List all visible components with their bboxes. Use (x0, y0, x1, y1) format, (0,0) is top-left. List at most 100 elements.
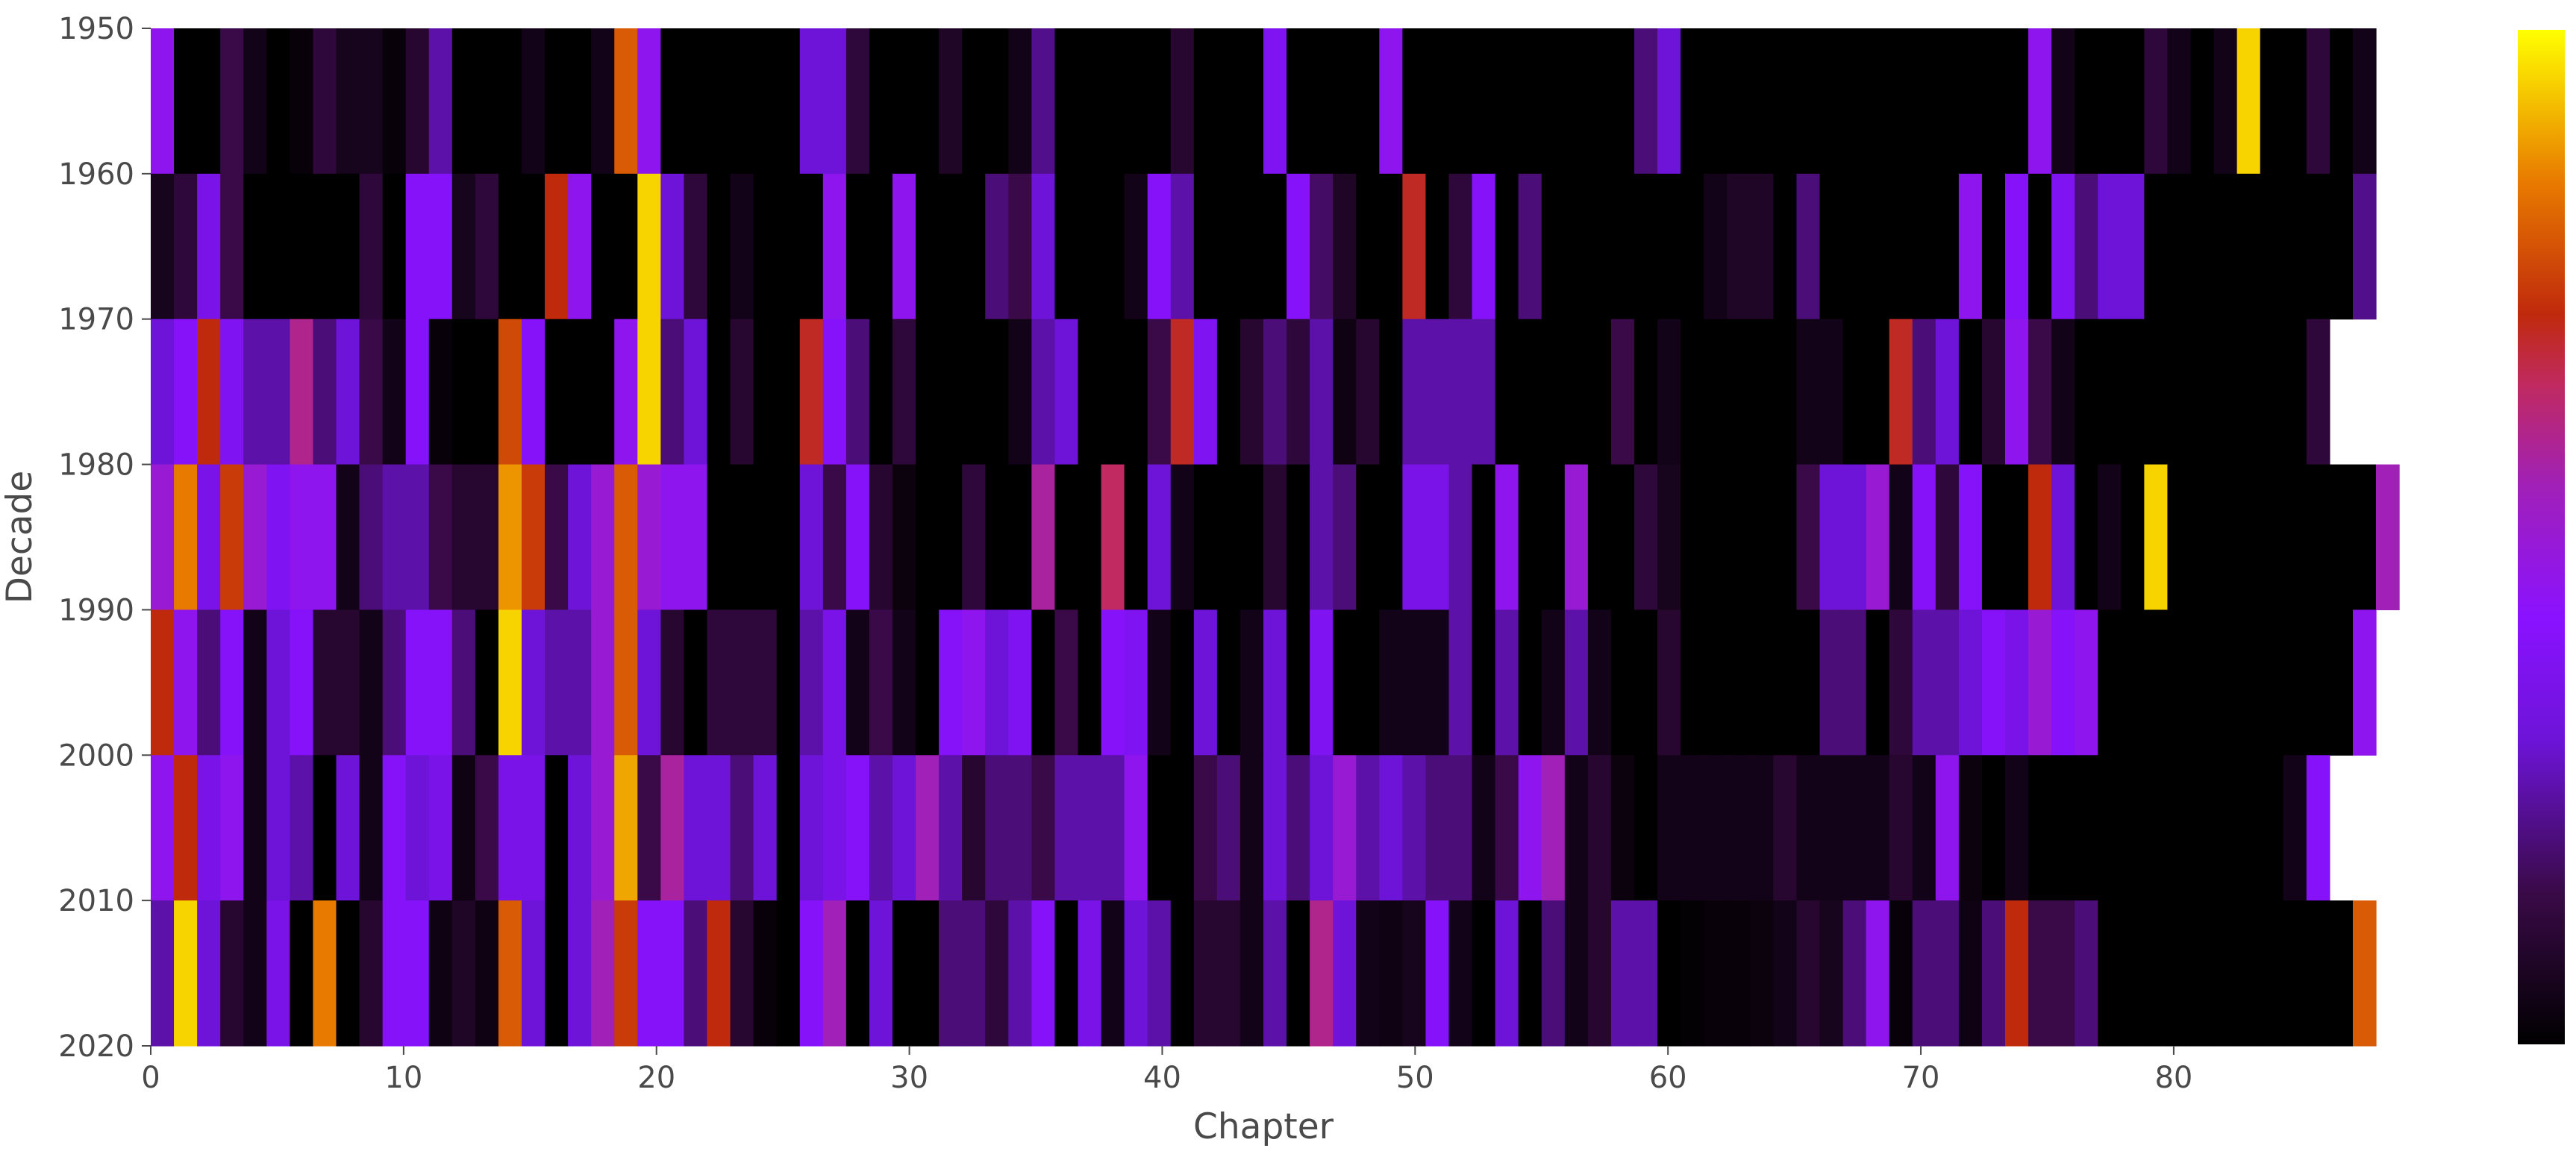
heatmap-cell (892, 464, 916, 611)
heatmap-cell (1495, 609, 1519, 756)
heatmap-cell (2121, 319, 2145, 465)
heatmap-cell (637, 755, 661, 901)
heatmap-cell (359, 464, 384, 611)
heatmap-cell (1704, 319, 1728, 465)
heatmap-cell (266, 900, 290, 1047)
heatmap-cell (892, 755, 916, 901)
heatmap-cell (684, 464, 708, 611)
heatmap-cell (1054, 28, 1079, 175)
heatmap-cell (2283, 609, 2307, 756)
heatmap-cell (1634, 173, 1658, 320)
heatmap-cell (568, 609, 592, 756)
heatmap-cell (2144, 319, 2169, 465)
heatmap-cell (2051, 28, 2075, 175)
heatmap-cell (313, 609, 337, 756)
heatmap-cell (1912, 319, 1936, 465)
heatmap-cell (1287, 28, 1310, 175)
heatmap-cell (405, 28, 430, 175)
heatmap-cell (336, 173, 360, 320)
heatmap-cell (1773, 173, 1798, 320)
heatmap-cell (660, 464, 685, 611)
heatmap-cell (1704, 173, 1728, 320)
heatmap-cell (1263, 28, 1287, 175)
heatmap-cell (753, 28, 778, 175)
heatmap-cell (1216, 28, 1241, 175)
heatmap-cell (1750, 28, 1774, 175)
heatmap-cell (1750, 464, 1774, 611)
heatmap-cell (1958, 609, 1983, 756)
heatmap-cell (451, 609, 476, 756)
heatmap-cell (197, 173, 221, 320)
heatmap-cell (1564, 900, 1589, 1047)
heatmap-cell (869, 609, 893, 756)
heatmap-cell (1796, 900, 1821, 1047)
heatmap-cell (707, 319, 731, 465)
heatmap-cell (451, 900, 476, 1047)
heatmap-cell (799, 319, 824, 465)
heatmap-cell (1170, 173, 1195, 320)
heatmap-cell (2028, 464, 2052, 611)
heatmap-cell (498, 28, 522, 175)
heatmap-cell (1889, 464, 1913, 611)
heatmap-cell (2236, 900, 2261, 1047)
heatmap-cell (498, 464, 522, 611)
heatmap-cell (2260, 609, 2284, 756)
heatmap-cell (1078, 755, 1102, 901)
heatmap-cell (1356, 609, 1380, 756)
heatmap-cell (1216, 319, 1241, 465)
heatmap-cell (916, 28, 940, 175)
heatmap-cell (730, 464, 754, 611)
heatmap-cell (498, 319, 522, 465)
heatmap-cell (1101, 319, 1125, 465)
heatmap-cell (1796, 755, 1821, 901)
heatmap-cell (1031, 173, 1056, 320)
heatmap-cell (1031, 28, 1056, 175)
heatmap-cell (2075, 464, 2098, 611)
heatmap-cell (220, 173, 244, 320)
x-tick-label: 60 (1649, 1061, 1687, 1095)
heatmap-cell (1681, 609, 1704, 756)
heatmap-cell (1216, 755, 1241, 901)
heatmap-cell (1170, 755, 1195, 901)
heatmap-cell (776, 319, 801, 465)
heatmap-cell (637, 900, 661, 1047)
heatmap-cell (336, 28, 360, 175)
heatmap-cell (428, 609, 453, 756)
heatmap-cell (382, 900, 407, 1047)
heatmap-cell (1333, 28, 1357, 175)
heatmap-cell (1634, 464, 1658, 611)
heatmap-cell (2144, 173, 2169, 320)
heatmap-cell (1193, 28, 1218, 175)
heatmap-cell (1495, 464, 1519, 611)
heatmap-cell (730, 609, 754, 756)
heatmap-cell (1564, 173, 1589, 320)
heatmap-cell (475, 464, 499, 611)
heatmap-cell (1564, 319, 1589, 465)
y-tick-label: 2000 (58, 739, 134, 773)
heatmap-cell (1124, 900, 1148, 1047)
heatmap-cell (591, 319, 615, 465)
heatmap-cell (1193, 464, 1218, 611)
heatmap-cell (1008, 464, 1032, 611)
heatmap-cell (2190, 319, 2215, 465)
heatmap-cell (1008, 755, 1032, 901)
heatmap-cell (1681, 755, 1704, 901)
heatmap-cell (1078, 28, 1102, 175)
heatmap-cell (869, 28, 893, 175)
heatmap-cell (197, 755, 221, 901)
heatmap-cell (1310, 173, 1334, 320)
heatmap-cell (1842, 900, 1867, 1047)
heatmap-cell (869, 173, 893, 320)
heatmap-cell (1008, 319, 1032, 465)
heatmap-cell (1239, 755, 1264, 901)
colorbar (2518, 30, 2565, 1044)
heatmap-cell (498, 900, 522, 1047)
heatmap-cell (1842, 609, 1867, 756)
heatmap-cell (545, 28, 569, 175)
heatmap-cell (568, 464, 592, 611)
heatmap-cell (359, 28, 384, 175)
heatmap-cell (1287, 900, 1310, 1047)
heatmap-cell (2260, 464, 2284, 611)
heatmap-cell (1935, 173, 1960, 320)
x-tick-label: 70 (1902, 1061, 1940, 1095)
